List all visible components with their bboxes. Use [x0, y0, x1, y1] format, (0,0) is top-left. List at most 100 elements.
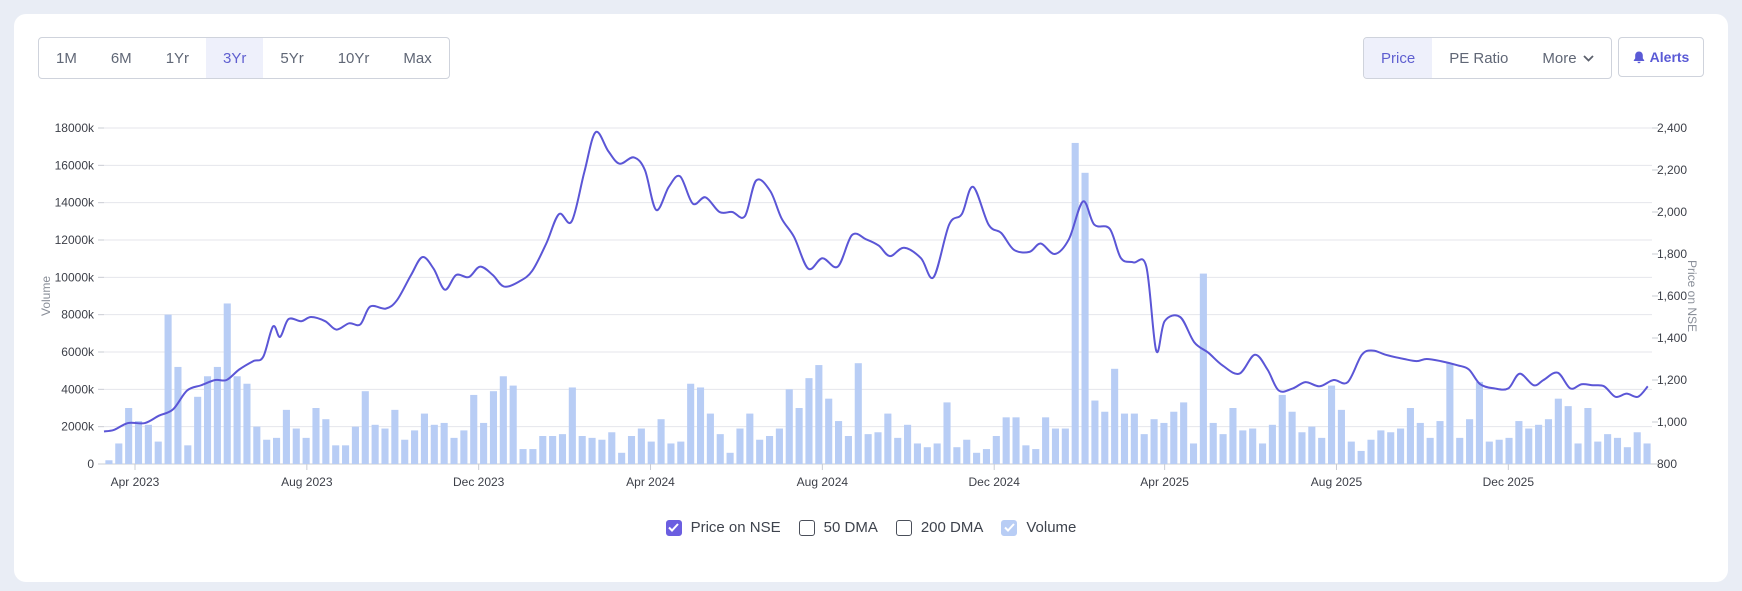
volume-bar	[1446, 363, 1454, 464]
range-button-max[interactable]: Max	[403, 49, 432, 67]
volume-bar	[1239, 430, 1247, 464]
price-line	[103, 130, 1649, 433]
volume-bar	[529, 449, 537, 464]
legend-item-200-dma[interactable]: 200 DMA	[895, 519, 984, 536]
volume-bar	[1140, 434, 1148, 464]
volume-bar	[1485, 441, 1493, 464]
volume-bar	[1495, 439, 1503, 464]
volume-bar	[332, 445, 340, 464]
volume-bar	[775, 428, 783, 464]
volume-bar	[1564, 406, 1572, 464]
chart-card	[14, 14, 1728, 582]
volume-bar	[1219, 434, 1227, 464]
volume-bar	[263, 439, 271, 464]
volume-bar	[144, 424, 152, 464]
volume-bar	[1426, 437, 1434, 464]
volume-bar	[982, 449, 991, 464]
volume-bar	[164, 314, 172, 464]
y-left-axis-title: Volume	[39, 276, 53, 316]
y-left-tick-label: 0	[87, 457, 94, 471]
volume-bar	[105, 460, 113, 464]
volume-bar	[1604, 434, 1612, 464]
volume-bar	[1397, 428, 1405, 464]
volume-bar	[361, 391, 369, 464]
volume-bar	[913, 443, 921, 464]
volume-bar	[815, 365, 823, 464]
volume-bar	[706, 413, 714, 464]
x-tick-label: Aug 2024	[797, 475, 849, 489]
volume-bar	[115, 443, 123, 464]
volume-bar	[154, 441, 162, 464]
range-button-1yr[interactable]: 1Yr	[165, 49, 190, 67]
y-left-tick-label: 8000k	[61, 308, 95, 322]
legend-checkbox[interactable]	[665, 519, 682, 536]
volume-bar	[588, 437, 596, 464]
volume-bar	[1022, 445, 1030, 464]
volume-bar	[1633, 432, 1641, 464]
legend-label: 200 DMA	[920, 519, 984, 536]
volume-bar	[1554, 398, 1562, 464]
volume-bar	[765, 436, 774, 464]
metric-button-pe-ratio[interactable]: PE Ratio	[1432, 38, 1525, 78]
volume-bar	[125, 408, 133, 464]
volume-bar	[489, 391, 498, 464]
volume-bar	[1042, 417, 1050, 464]
volume-bar	[884, 413, 892, 464]
volume-bar	[1584, 408, 1592, 464]
y-right-tick-label: 1,400	[1657, 331, 1687, 345]
volume-bar	[953, 447, 961, 464]
volume-bar	[322, 419, 330, 464]
volume-bar	[460, 430, 468, 464]
volume-bar	[1061, 428, 1069, 464]
volume-bar	[598, 439, 606, 464]
volume-bar	[844, 436, 852, 464]
volume-bar	[1111, 368, 1119, 464]
y-right-tick-label: 2,200	[1657, 163, 1687, 177]
volume-bar	[342, 445, 350, 464]
volume-bar	[253, 426, 261, 464]
range-button-3yr[interactable]: 3Yr	[206, 38, 264, 78]
volume-bar	[1180, 402, 1188, 464]
range-button-6m[interactable]: 6M	[110, 49, 132, 67]
legend-item-volume[interactable]: Volume	[1001, 519, 1076, 536]
volume-bar	[874, 432, 882, 464]
legend-item-price-on-nse[interactable]: Price on NSE	[665, 519, 781, 536]
metric-button-label: Price	[1381, 49, 1416, 67]
volume-bar	[578, 436, 586, 464]
volume-bar	[420, 413, 428, 464]
volume-bar	[1150, 419, 1158, 464]
range-button-1m[interactable]: 1M	[56, 49, 77, 67]
legend-item-50-dma[interactable]: 50 DMA	[798, 519, 878, 536]
volume-bar	[450, 437, 458, 464]
legend-checkbox[interactable]	[1001, 519, 1018, 536]
volume-bar	[835, 421, 843, 464]
volume-bar	[1535, 424, 1543, 464]
y-right-tick-label: 1,000	[1657, 415, 1687, 429]
volume-bar	[943, 402, 951, 464]
volume-bar	[292, 428, 300, 464]
legend-checkbox[interactable]	[895, 519, 912, 536]
volume-bar	[1091, 400, 1099, 464]
volume-bar	[184, 445, 192, 464]
legend-label: Volume	[1026, 519, 1077, 536]
range-button-10yr[interactable]: 10Yr	[337, 49, 370, 67]
range-button-5yr[interactable]: 5Yr	[280, 49, 304, 67]
volume-bar	[864, 434, 872, 464]
volume-bar	[637, 428, 645, 464]
legend-checkbox[interactable]	[798, 519, 815, 536]
volume-bar	[657, 419, 665, 464]
y-left-tick-label: 18000k	[55, 121, 95, 135]
volume-bar	[194, 396, 202, 464]
x-tick-label: Dec 2025	[1483, 475, 1535, 489]
alerts-button[interactable]: Alerts	[1618, 37, 1704, 77]
volume-bar	[1377, 430, 1385, 464]
volume-bar	[805, 378, 813, 464]
metric-button-price[interactable]: Price	[1364, 38, 1433, 78]
y-left-tick-label: 16000k	[55, 158, 95, 172]
volume-bar	[1347, 441, 1355, 464]
metric-button-more[interactable]: More	[1525, 38, 1610, 78]
volume-bar	[480, 422, 488, 464]
metric-button-label: More	[1542, 49, 1577, 67]
volume-bar	[1002, 417, 1010, 464]
volume-bar	[1032, 449, 1040, 464]
